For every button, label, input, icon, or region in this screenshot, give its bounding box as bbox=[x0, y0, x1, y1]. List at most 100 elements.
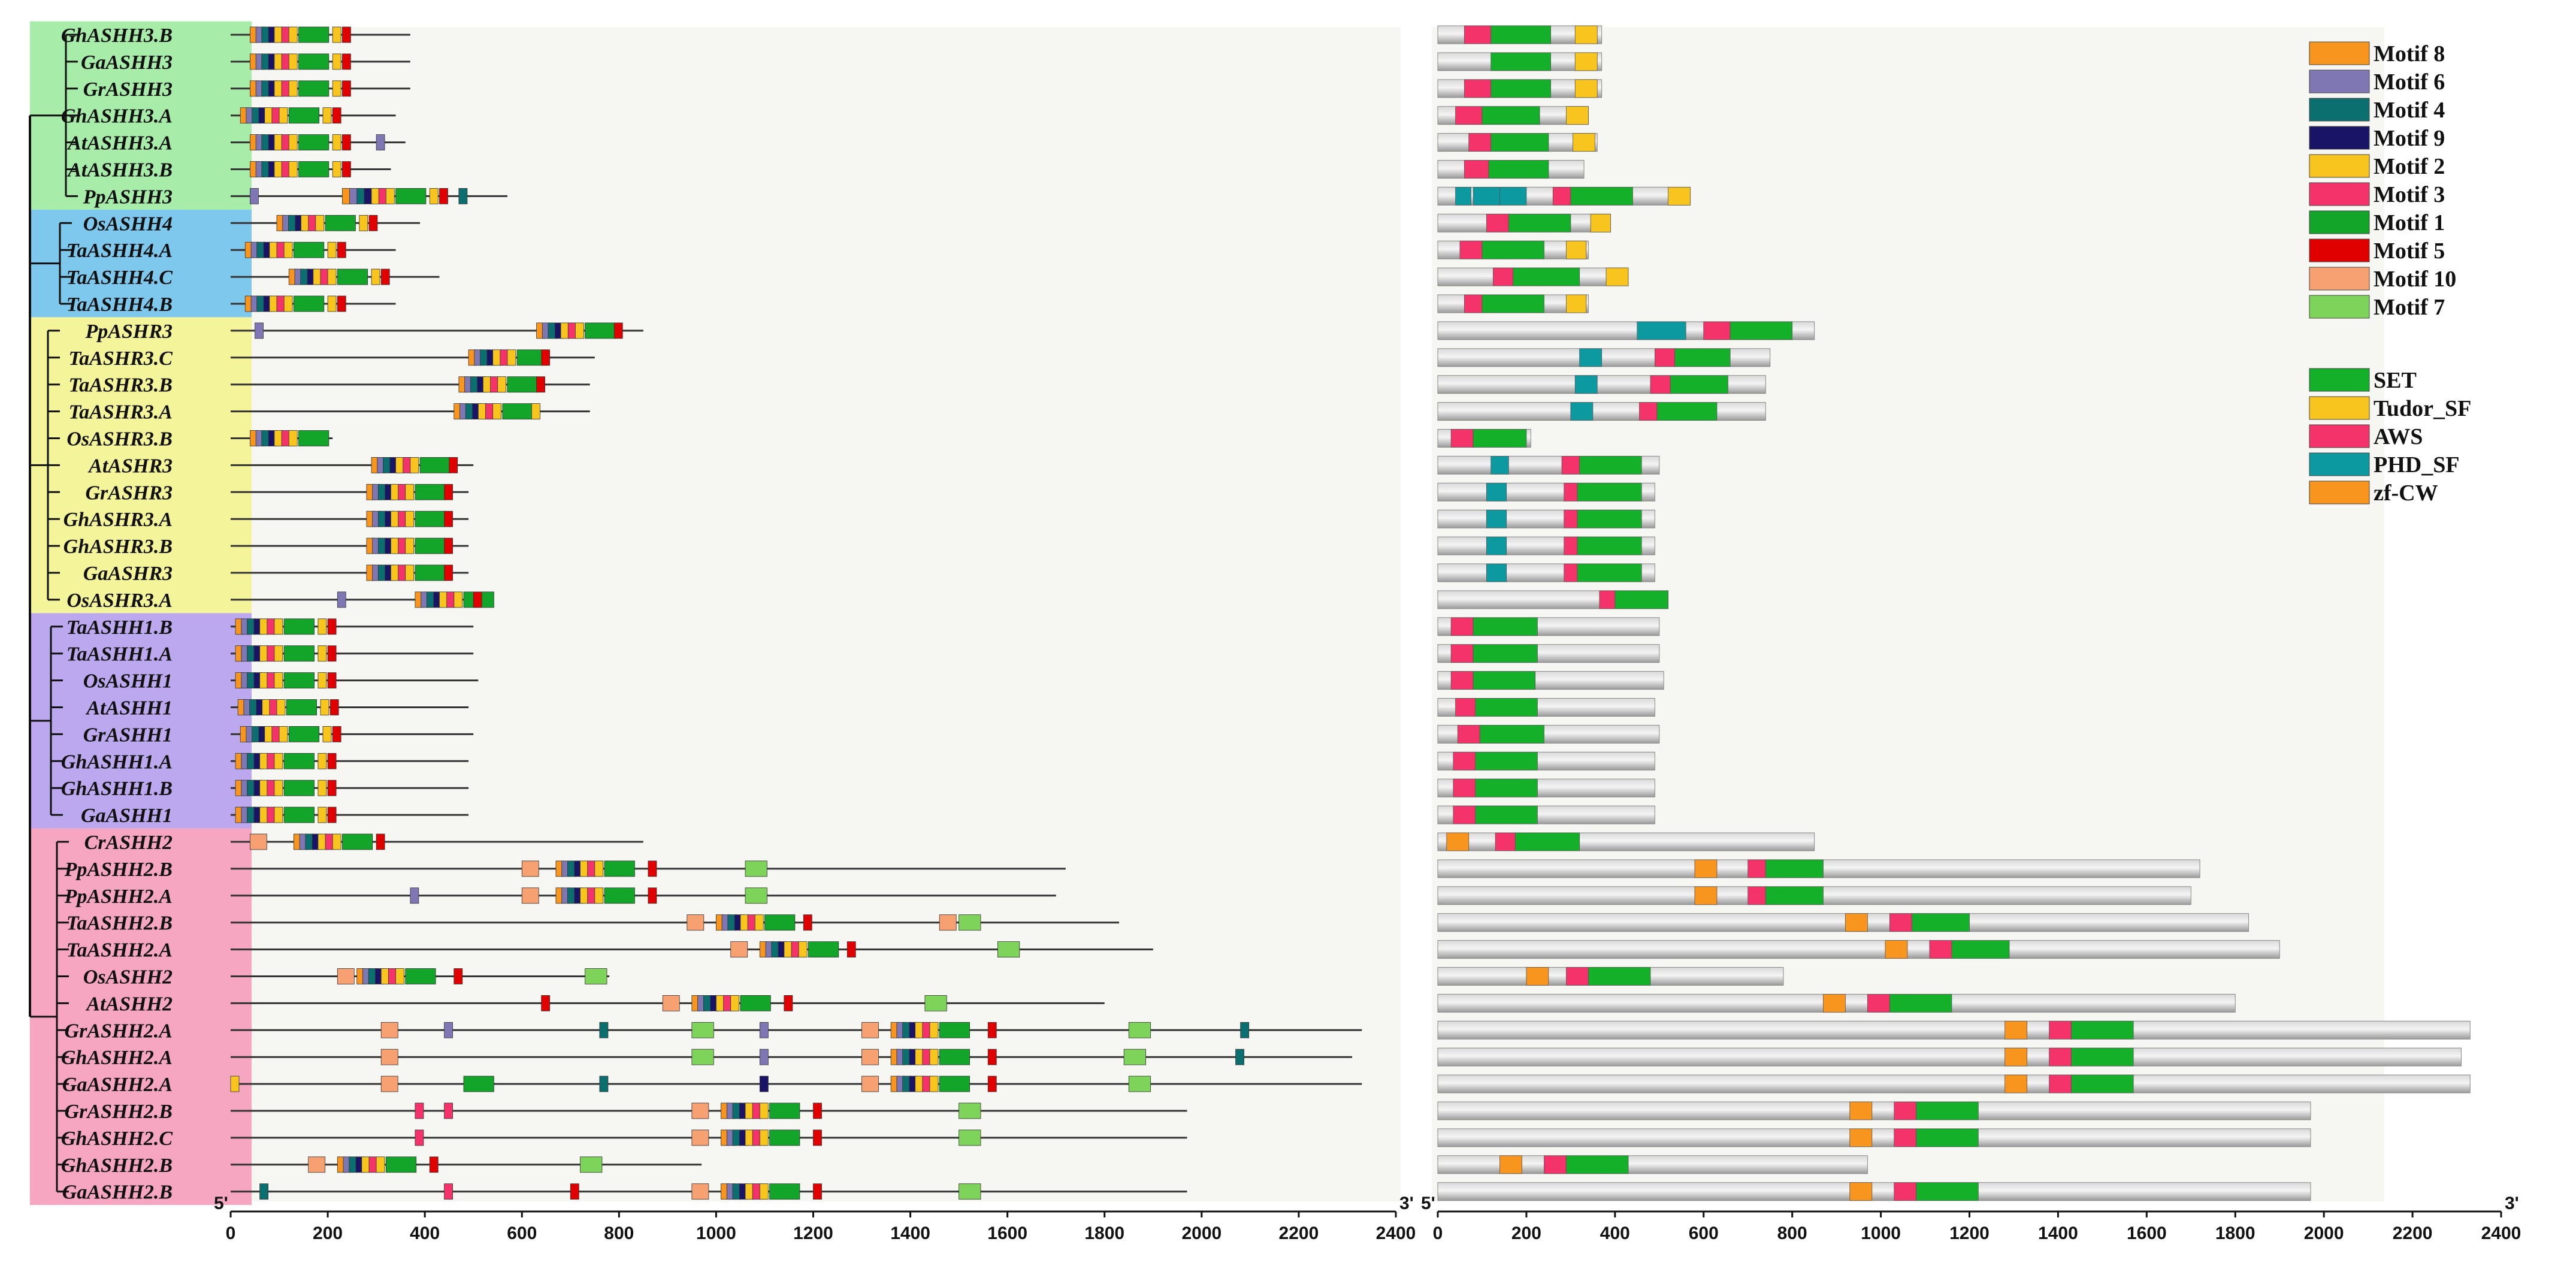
motif-box-m1 bbox=[415, 564, 446, 581]
motif-box-m1 bbox=[395, 188, 427, 204]
gene-label: TaASHH2.A bbox=[66, 939, 173, 962]
motif-box-m5 bbox=[987, 1075, 997, 1092]
motif-box-m1 bbox=[507, 376, 538, 393]
motif-box-m2 bbox=[327, 241, 337, 258]
motif-box-m2 bbox=[318, 779, 327, 796]
left-axis-tick-label: 1400 bbox=[890, 1223, 930, 1243]
gene-label: TaASHR3.C bbox=[68, 348, 173, 370]
gene-label: PpASHR3 bbox=[85, 321, 173, 343]
domain-box-AWS bbox=[1639, 402, 1658, 421]
domain-box-Tudor_SF bbox=[1566, 294, 1587, 313]
clade-highlights bbox=[30, 21, 252, 1205]
motif-box-m10 bbox=[380, 1049, 398, 1065]
legend-label-m6: Motif 6 bbox=[2374, 70, 2445, 95]
motif-box-m2 bbox=[322, 107, 332, 124]
right-axis-tick-label: 2000 bbox=[2304, 1223, 2344, 1243]
legend-label-AWS: AWS bbox=[2374, 424, 2423, 449]
motif-box-m10 bbox=[521, 887, 539, 904]
motif-box-m1 bbox=[415, 510, 446, 527]
protein-bar bbox=[1437, 1128, 2311, 1147]
gene-label: GhASHH3.B bbox=[61, 25, 173, 47]
motif-box-m5 bbox=[473, 591, 482, 608]
motif-box-m2 bbox=[279, 107, 288, 124]
domain-box-SET bbox=[1577, 509, 1642, 528]
motif-box-m10 bbox=[308, 1156, 326, 1173]
legend-swatch-m8 bbox=[2309, 41, 2370, 65]
domain-box-zf-CW bbox=[2004, 1047, 2028, 1066]
right-axis-tick-label: 0 bbox=[1433, 1223, 1443, 1243]
left-axis-tick-label: 2400 bbox=[1376, 1223, 1416, 1243]
motif-box-m2 bbox=[283, 295, 293, 312]
gene-label: GhASHH2.C bbox=[61, 1128, 173, 1150]
motif-box-m2 bbox=[274, 806, 283, 823]
gene-label: GrASHH3 bbox=[83, 78, 173, 101]
domain-box-SET bbox=[1765, 886, 1824, 905]
legend-label-m7: Motif 7 bbox=[2374, 295, 2445, 320]
motif-box-m1 bbox=[502, 403, 533, 419]
motif-box-m7 bbox=[745, 860, 767, 877]
domain-box-AWS bbox=[1889, 913, 1912, 932]
domain-tracks bbox=[1437, 25, 2471, 1201]
motif-box-m1 bbox=[740, 995, 771, 1011]
motif-box-m5 bbox=[784, 995, 793, 1011]
motif-box-m7 bbox=[959, 1183, 981, 1200]
legend-swatch-m9 bbox=[2309, 126, 2370, 150]
domain-box-AWS bbox=[1894, 1101, 1917, 1120]
domain-box-SET bbox=[1614, 590, 1668, 609]
motif-box-m10 bbox=[691, 1129, 709, 1146]
motif-box-m7 bbox=[924, 995, 947, 1011]
domain-box-AWS bbox=[1564, 536, 1578, 555]
motif-box-m5 bbox=[453, 968, 463, 984]
domain-box-SET bbox=[1515, 832, 1580, 851]
motif-box-m4 bbox=[259, 1183, 269, 1200]
domain-box-AWS bbox=[1564, 482, 1578, 501]
domain-box-AWS bbox=[1455, 106, 1483, 125]
motif-box-m1 bbox=[939, 1022, 970, 1038]
legend-swatch-m7 bbox=[2309, 295, 2370, 319]
motif-box-m1 bbox=[385, 1156, 417, 1173]
domain-box-zf-CW bbox=[1849, 1128, 1873, 1147]
domain-box-AWS bbox=[2049, 1074, 2072, 1093]
motif-box-m5 bbox=[813, 1129, 822, 1146]
domain-box-zf-CW bbox=[1849, 1101, 1873, 1120]
motif-box-m1 bbox=[769, 1102, 800, 1119]
domain-box-PHD_SF bbox=[1473, 186, 1500, 206]
gene-label: TaASHH4.B bbox=[66, 294, 173, 316]
gene-label: GhASHH1.B bbox=[61, 778, 173, 800]
right-axis-tick-label: 800 bbox=[1777, 1223, 1807, 1243]
left-axis-tick-label: 0 bbox=[226, 1223, 236, 1243]
gene-label: PpASHH2.A bbox=[64, 886, 173, 908]
motif-box-m2 bbox=[327, 295, 337, 312]
motif-box-m1 bbox=[298, 53, 329, 70]
legend-label-m1: Motif 1 bbox=[2374, 210, 2445, 235]
motif-box-m10 bbox=[380, 1075, 398, 1092]
domain-box-AWS bbox=[1566, 967, 1589, 986]
domain-box-AWS bbox=[1464, 294, 1483, 313]
motif-box-m1 bbox=[298, 430, 329, 446]
legend-label-m4: Motif 4 bbox=[2374, 98, 2445, 123]
right-axis-end-label: 3' bbox=[2505, 1194, 2519, 1213]
motif-box-m2 bbox=[497, 376, 507, 393]
right-axis-tick-label: 1200 bbox=[1949, 1223, 1990, 1243]
motif-box-m2 bbox=[507, 349, 516, 366]
motif-box-m5 bbox=[846, 941, 856, 957]
motif-box-m1 bbox=[419, 457, 451, 473]
motif-box-m5 bbox=[648, 860, 657, 877]
gene-label: AtASHH2 bbox=[85, 993, 173, 1015]
legend-label-m8: Motif 8 bbox=[2374, 41, 2445, 67]
motif-box-m1 bbox=[415, 537, 446, 554]
motif-box-m2 bbox=[274, 779, 283, 796]
domain-box-SET bbox=[1577, 536, 1642, 555]
legend-swatch-zf-CW bbox=[2309, 481, 2370, 504]
motif-box-m1 bbox=[293, 241, 325, 258]
motif-box-m2 bbox=[318, 645, 327, 662]
motif-box-m1 bbox=[283, 779, 315, 796]
left-axis-tick-label: 2000 bbox=[1181, 1223, 1222, 1243]
motif-box-m2 bbox=[371, 268, 380, 285]
domain-box-SET bbox=[1579, 456, 1642, 475]
right-axis-tick-label: 200 bbox=[1511, 1223, 1541, 1243]
motif-box-m10 bbox=[250, 833, 267, 850]
motif-box-m2 bbox=[283, 241, 293, 258]
motif-box-m5 bbox=[341, 80, 351, 97]
